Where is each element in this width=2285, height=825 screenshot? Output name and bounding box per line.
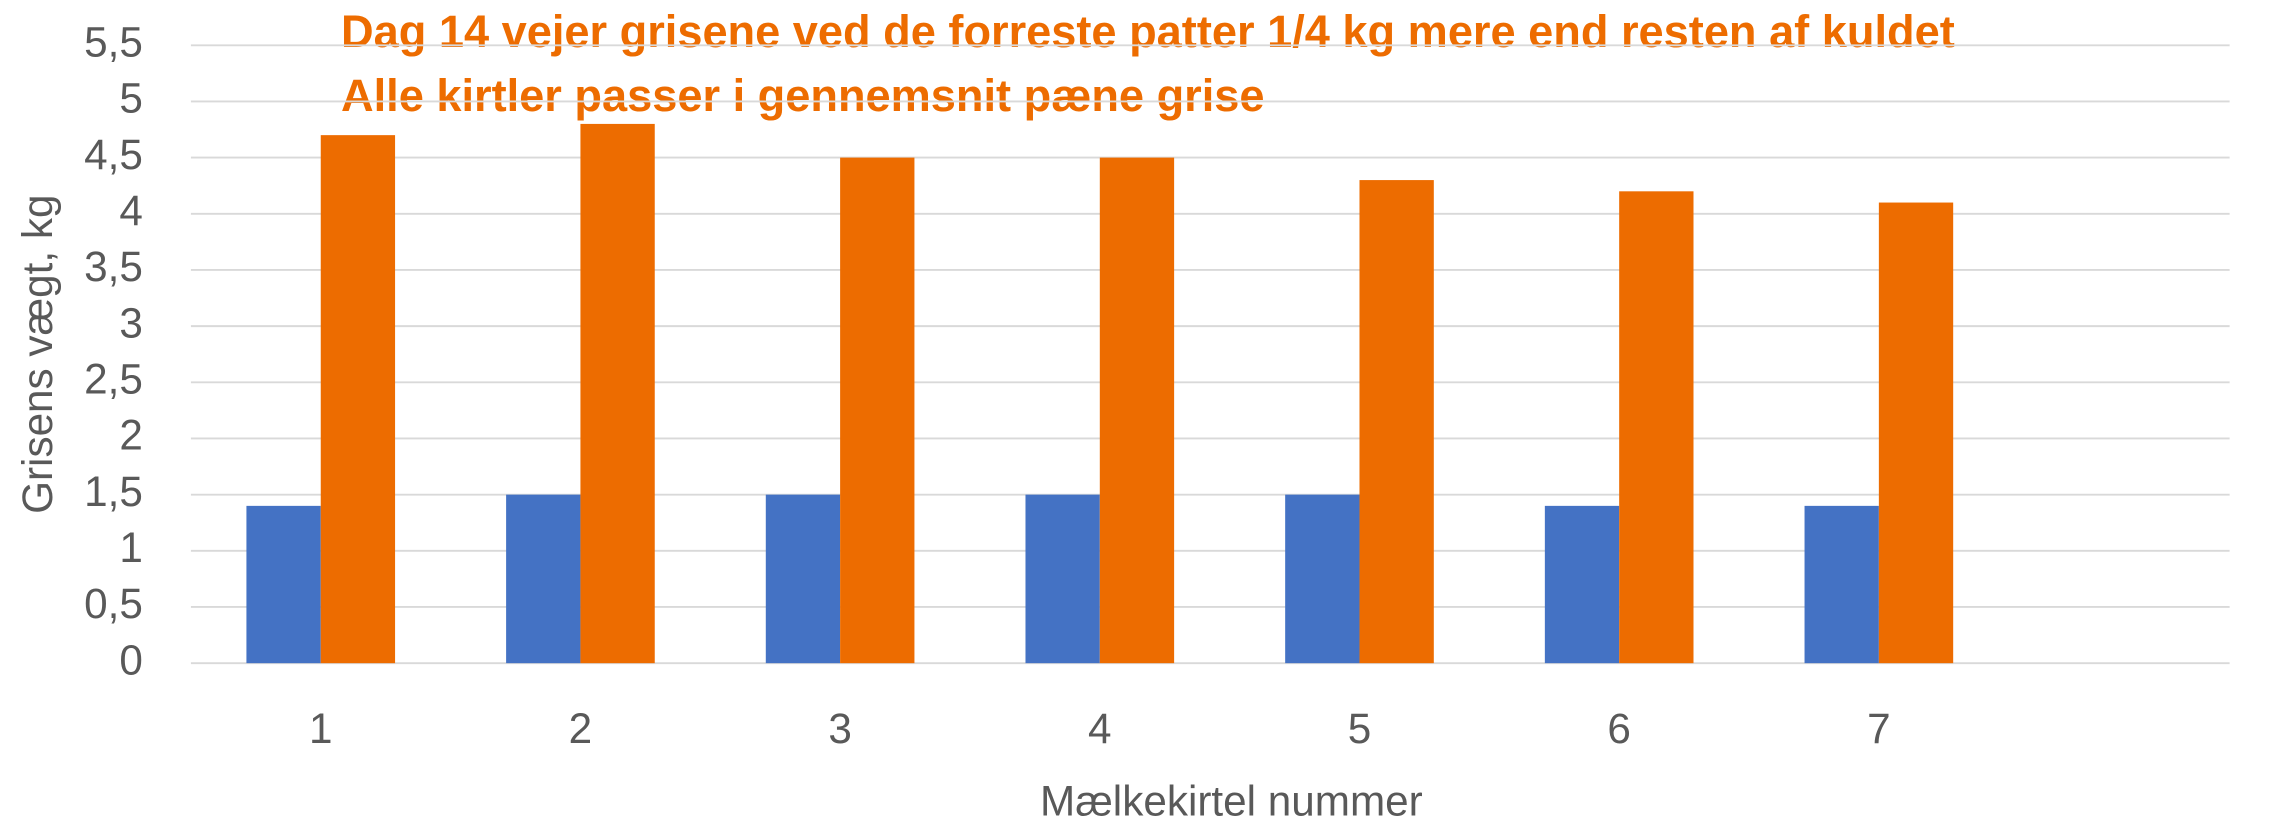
y-tick-label: 5,5: [84, 18, 143, 65]
chart-subtitle: Alle kirtler passer i gennemsnit pæne gr…: [341, 70, 1265, 121]
x-tick-label: 5: [1348, 705, 1372, 752]
x-tick-label: 1: [309, 705, 333, 752]
y-axis-label: Grisens vægt, kg: [14, 195, 61, 514]
x-tick-label: 6: [1607, 705, 1631, 752]
y-tick-label: 2,5: [84, 355, 143, 402]
bar: [1619, 191, 1694, 664]
bar: [320, 135, 396, 664]
bar: [765, 494, 841, 664]
x-tick-label: 3: [828, 705, 852, 752]
y-tick-label: 5: [119, 75, 143, 122]
y-tick-label: 4: [119, 187, 143, 234]
y-tick-label: 0: [119, 636, 143, 683]
y-tick-label: 0,5: [84, 580, 143, 627]
bar: [246, 505, 321, 664]
bar: [1025, 494, 1100, 664]
bar: [1285, 494, 1360, 664]
bar: [580, 123, 655, 664]
y-tick-label: 1: [119, 524, 143, 571]
bar: [1359, 180, 1434, 664]
y-tick-label: 3: [119, 299, 143, 346]
chart-title: Dag 14 vejer grisene ved de forreste pat…: [341, 6, 1955, 57]
y-tick-label: 3,5: [84, 243, 143, 290]
y-tick-label: 4,5: [84, 131, 143, 178]
y-tick-label: 1,5: [84, 468, 143, 515]
bar: [1804, 505, 1879, 664]
x-tick-label: 7: [1867, 705, 1891, 752]
bar: [1878, 202, 1954, 664]
bar: [1544, 505, 1620, 664]
bar: [506, 494, 581, 664]
x-axis-label: Mælkekirtel nummer: [1040, 778, 1423, 825]
x-tick-label: 2: [569, 705, 593, 752]
y-tick-label: 2: [119, 412, 143, 459]
bar: [1099, 157, 1175, 664]
x-tick-label: 4: [1088, 705, 1112, 752]
bar: [840, 157, 915, 664]
